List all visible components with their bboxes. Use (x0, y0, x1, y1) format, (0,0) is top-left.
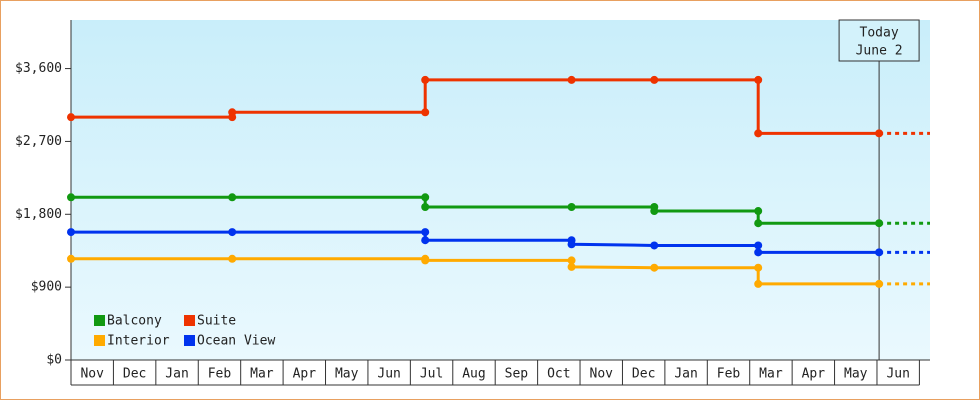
point (567, 75, 576, 84)
legend-swatch (184, 315, 195, 326)
x-tick-label: Jan (674, 367, 697, 382)
x-tick-label: Jul (420, 367, 443, 382)
legend-label: Interior (107, 334, 170, 349)
x-tick-label: Feb (717, 367, 741, 382)
today-label: Today (860, 26, 899, 41)
point (875, 248, 884, 257)
legend-label: Balcony (107, 314, 162, 329)
point (67, 228, 75, 237)
point (421, 75, 430, 84)
x-tick-label: Sep (505, 367, 529, 382)
point (650, 241, 659, 250)
point (875, 279, 884, 288)
point (421, 108, 430, 117)
point (228, 193, 237, 202)
x-tick-label: Mar (250, 367, 274, 382)
point (567, 256, 576, 265)
point (650, 207, 659, 216)
point (421, 203, 430, 211)
x-tick-label: Dec (123, 367, 146, 382)
point (67, 193, 75, 202)
point (875, 129, 884, 138)
y-tick-label: $3,600 (15, 61, 62, 76)
point (875, 219, 884, 228)
today-label: June 2 (856, 44, 903, 59)
legend-label: Suite (197, 314, 236, 329)
x-tick-label: Mar (759, 367, 783, 382)
point (421, 228, 430, 237)
x-tick-label: Dec (632, 367, 655, 382)
y-tick-label: $2,700 (15, 134, 62, 149)
point (754, 279, 763, 288)
legend-swatch (94, 335, 105, 346)
point (754, 207, 763, 216)
point (421, 193, 430, 202)
point (228, 228, 237, 237)
point (754, 219, 763, 228)
point (67, 254, 75, 263)
point (650, 75, 659, 84)
x-tick-label: Feb (208, 367, 232, 382)
x-tick-label: Nov (80, 367, 104, 382)
point (754, 241, 763, 250)
plot-area (71, 20, 930, 360)
legend-swatch (94, 315, 105, 326)
x-tick-label: Jan (165, 367, 188, 382)
point (650, 263, 659, 272)
point (754, 263, 763, 272)
point (567, 203, 576, 211)
y-tick-label: $1,800 (15, 207, 62, 222)
y-tick-label: $0 (46, 353, 62, 368)
point (67, 113, 75, 122)
today-box (838, 19, 920, 62)
x-tick-label: Aug (462, 367, 485, 382)
x-tick-label: May (335, 367, 359, 382)
point (421, 236, 430, 245)
point (754, 129, 763, 138)
point (754, 248, 763, 257)
point (228, 254, 237, 263)
x-tick-label: May (844, 367, 868, 382)
x-tick-label: Apr (293, 367, 317, 382)
x-tick-label: Jun (377, 367, 400, 382)
point (567, 240, 576, 249)
point (228, 108, 237, 117)
y-tick-label: $900 (31, 280, 62, 295)
series-line (71, 195, 880, 225)
x-tick-label: Oct (547, 367, 570, 382)
legend-swatch (184, 335, 195, 346)
legend-label: Ocean View (197, 334, 275, 349)
x-tick-label: Nov (590, 367, 614, 382)
point (754, 75, 763, 84)
x-tick-label: Apr (802, 367, 826, 382)
x-tick-label: Jun (886, 367, 909, 382)
point (421, 256, 430, 265)
point (567, 262, 576, 271)
